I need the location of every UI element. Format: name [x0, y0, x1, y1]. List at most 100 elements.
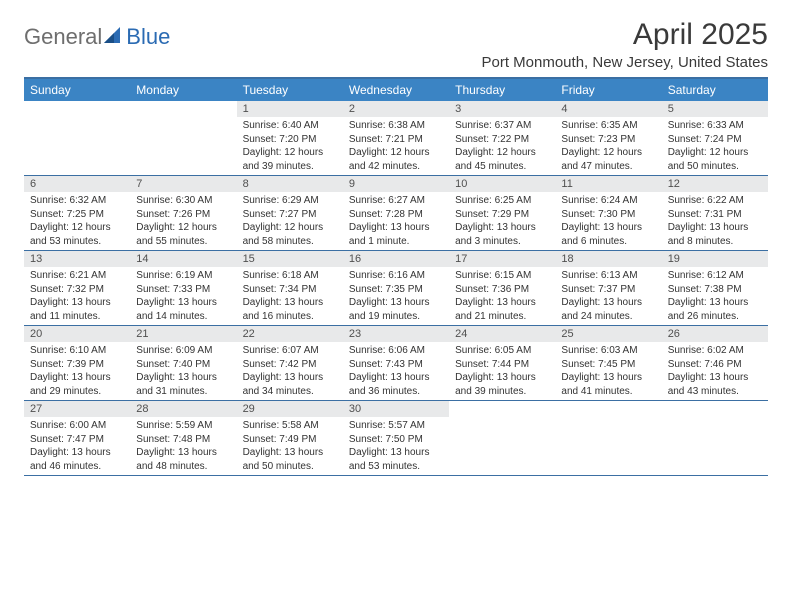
sunset-text: Sunset: 7:26 PM [136, 208, 230, 222]
sunset-text: Sunset: 7:27 PM [243, 208, 337, 222]
sunset-text: Sunset: 7:50 PM [349, 433, 443, 447]
day-details: Sunrise: 6:03 AMSunset: 7:45 PMDaylight:… [555, 342, 661, 400]
sunset-text: Sunset: 7:20 PM [243, 133, 337, 147]
day-cell: 30Sunrise: 5:57 AMSunset: 7:50 PMDayligh… [343, 401, 449, 475]
daylight-text-2: and 47 minutes. [561, 160, 655, 174]
sunrise-text: Sunrise: 5:59 AM [136, 419, 230, 433]
day-header: Wednesday [343, 79, 449, 101]
daylight-text-2: and 14 minutes. [136, 310, 230, 324]
sunrise-text: Sunrise: 6:38 AM [349, 119, 443, 133]
daylight-text-1: Daylight: 13 hours [243, 296, 337, 310]
daylight-text-2: and 58 minutes. [243, 235, 337, 249]
daylight-text-2: and 21 minutes. [455, 310, 549, 324]
day-details: Sunrise: 6:33 AMSunset: 7:24 PMDaylight:… [662, 117, 768, 175]
daylight-text-1: Daylight: 13 hours [349, 221, 443, 235]
logo-text-blue: Blue [126, 24, 170, 50]
day-details: Sunrise: 6:15 AMSunset: 7:36 PMDaylight:… [449, 267, 555, 325]
day-cell [555, 401, 661, 475]
sunset-text: Sunset: 7:46 PM [668, 358, 762, 372]
daylight-text-2: and 26 minutes. [668, 310, 762, 324]
day-cell [449, 401, 555, 475]
day-header: Friday [555, 79, 661, 101]
daylight-text-1: Daylight: 13 hours [455, 371, 549, 385]
daylight-text-2: and 45 minutes. [455, 160, 549, 174]
sunset-text: Sunset: 7:23 PM [561, 133, 655, 147]
day-cell: 8Sunrise: 6:29 AMSunset: 7:27 PMDaylight… [237, 176, 343, 250]
page-title: April 2025 [481, 18, 768, 52]
day-cell: 17Sunrise: 6:15 AMSunset: 7:36 PMDayligh… [449, 251, 555, 325]
daylight-text-1: Daylight: 13 hours [30, 446, 124, 460]
daylight-text-1: Daylight: 13 hours [561, 221, 655, 235]
daylight-text-1: Daylight: 13 hours [243, 371, 337, 385]
date-number: 30 [343, 401, 449, 417]
sunset-text: Sunset: 7:35 PM [349, 283, 443, 297]
day-cell [24, 101, 130, 175]
sunset-text: Sunset: 7:42 PM [243, 358, 337, 372]
day-cell [662, 401, 768, 475]
date-number: 6 [24, 176, 130, 192]
sunset-text: Sunset: 7:39 PM [30, 358, 124, 372]
daylight-text-1: Daylight: 13 hours [561, 371, 655, 385]
daylight-text-1: Daylight: 13 hours [30, 371, 124, 385]
week-row: 6Sunrise: 6:32 AMSunset: 7:25 PMDaylight… [24, 176, 768, 251]
sunrise-text: Sunrise: 5:57 AM [349, 419, 443, 433]
daylight-text-2: and 41 minutes. [561, 385, 655, 399]
sunset-text: Sunset: 7:24 PM [668, 133, 762, 147]
daylight-text-1: Daylight: 13 hours [561, 296, 655, 310]
sunrise-text: Sunrise: 6:16 AM [349, 269, 443, 283]
sunset-text: Sunset: 7:49 PM [243, 433, 337, 447]
sunrise-text: Sunrise: 6:30 AM [136, 194, 230, 208]
date-number: 11 [555, 176, 661, 192]
sunset-text: Sunset: 7:34 PM [243, 283, 337, 297]
day-details: Sunrise: 6:19 AMSunset: 7:33 PMDaylight:… [130, 267, 236, 325]
daylight-text-1: Daylight: 13 hours [349, 296, 443, 310]
day-cell: 2Sunrise: 6:38 AMSunset: 7:21 PMDaylight… [343, 101, 449, 175]
daylight-text-2: and 24 minutes. [561, 310, 655, 324]
daylight-text-2: and 3 minutes. [455, 235, 549, 249]
date-number: 27 [24, 401, 130, 417]
day-header: Sunday [24, 79, 130, 101]
sunrise-text: Sunrise: 6:27 AM [349, 194, 443, 208]
daylight-text-2: and 36 minutes. [349, 385, 443, 399]
daylight-text-1: Daylight: 12 hours [349, 146, 443, 160]
day-details: Sunrise: 6:13 AMSunset: 7:37 PMDaylight:… [555, 267, 661, 325]
sunrise-text: Sunrise: 6:33 AM [668, 119, 762, 133]
day-details: Sunrise: 6:05 AMSunset: 7:44 PMDaylight:… [449, 342, 555, 400]
day-header: Tuesday [237, 79, 343, 101]
day-details: Sunrise: 6:38 AMSunset: 7:21 PMDaylight:… [343, 117, 449, 175]
day-details: Sunrise: 6:06 AMSunset: 7:43 PMDaylight:… [343, 342, 449, 400]
sunrise-text: Sunrise: 6:40 AM [243, 119, 337, 133]
daylight-text-2: and 16 minutes. [243, 310, 337, 324]
day-cell: 28Sunrise: 5:59 AMSunset: 7:48 PMDayligh… [130, 401, 236, 475]
date-number: 25 [555, 326, 661, 342]
daylight-text-1: Daylight: 13 hours [455, 296, 549, 310]
daylight-text-2: and 8 minutes. [668, 235, 762, 249]
day-details: Sunrise: 6:32 AMSunset: 7:25 PMDaylight:… [24, 192, 130, 250]
sunrise-text: Sunrise: 6:10 AM [30, 344, 124, 358]
daylight-text-1: Daylight: 13 hours [136, 296, 230, 310]
daylight-text-2: and 1 minute. [349, 235, 443, 249]
day-header: Thursday [449, 79, 555, 101]
day-details: Sunrise: 6:21 AMSunset: 7:32 PMDaylight:… [24, 267, 130, 325]
daylight-text-1: Daylight: 13 hours [136, 446, 230, 460]
sunrise-text: Sunrise: 6:35 AM [561, 119, 655, 133]
sunrise-text: Sunrise: 6:19 AM [136, 269, 230, 283]
page-subtitle: Port Monmouth, New Jersey, United States [481, 54, 768, 71]
daylight-text-2: and 43 minutes. [668, 385, 762, 399]
daylight-text-1: Daylight: 12 hours [243, 146, 337, 160]
day-cell: 24Sunrise: 6:05 AMSunset: 7:44 PMDayligh… [449, 326, 555, 400]
sunrise-text: Sunrise: 6:21 AM [30, 269, 124, 283]
date-number: 7 [130, 176, 236, 192]
daylight-text-2: and 31 minutes. [136, 385, 230, 399]
date-number: 20 [24, 326, 130, 342]
day-details [662, 417, 768, 475]
day-cell: 22Sunrise: 6:07 AMSunset: 7:42 PMDayligh… [237, 326, 343, 400]
sunset-text: Sunset: 7:22 PM [455, 133, 549, 147]
sunset-text: Sunset: 7:38 PM [668, 283, 762, 297]
daylight-text-2: and 50 minutes. [668, 160, 762, 174]
date-number: 9 [343, 176, 449, 192]
sunrise-text: Sunrise: 6:37 AM [455, 119, 549, 133]
sunset-text: Sunset: 7:47 PM [30, 433, 124, 447]
sunrise-text: Sunrise: 6:06 AM [349, 344, 443, 358]
day-details: Sunrise: 6:09 AMSunset: 7:40 PMDaylight:… [130, 342, 236, 400]
